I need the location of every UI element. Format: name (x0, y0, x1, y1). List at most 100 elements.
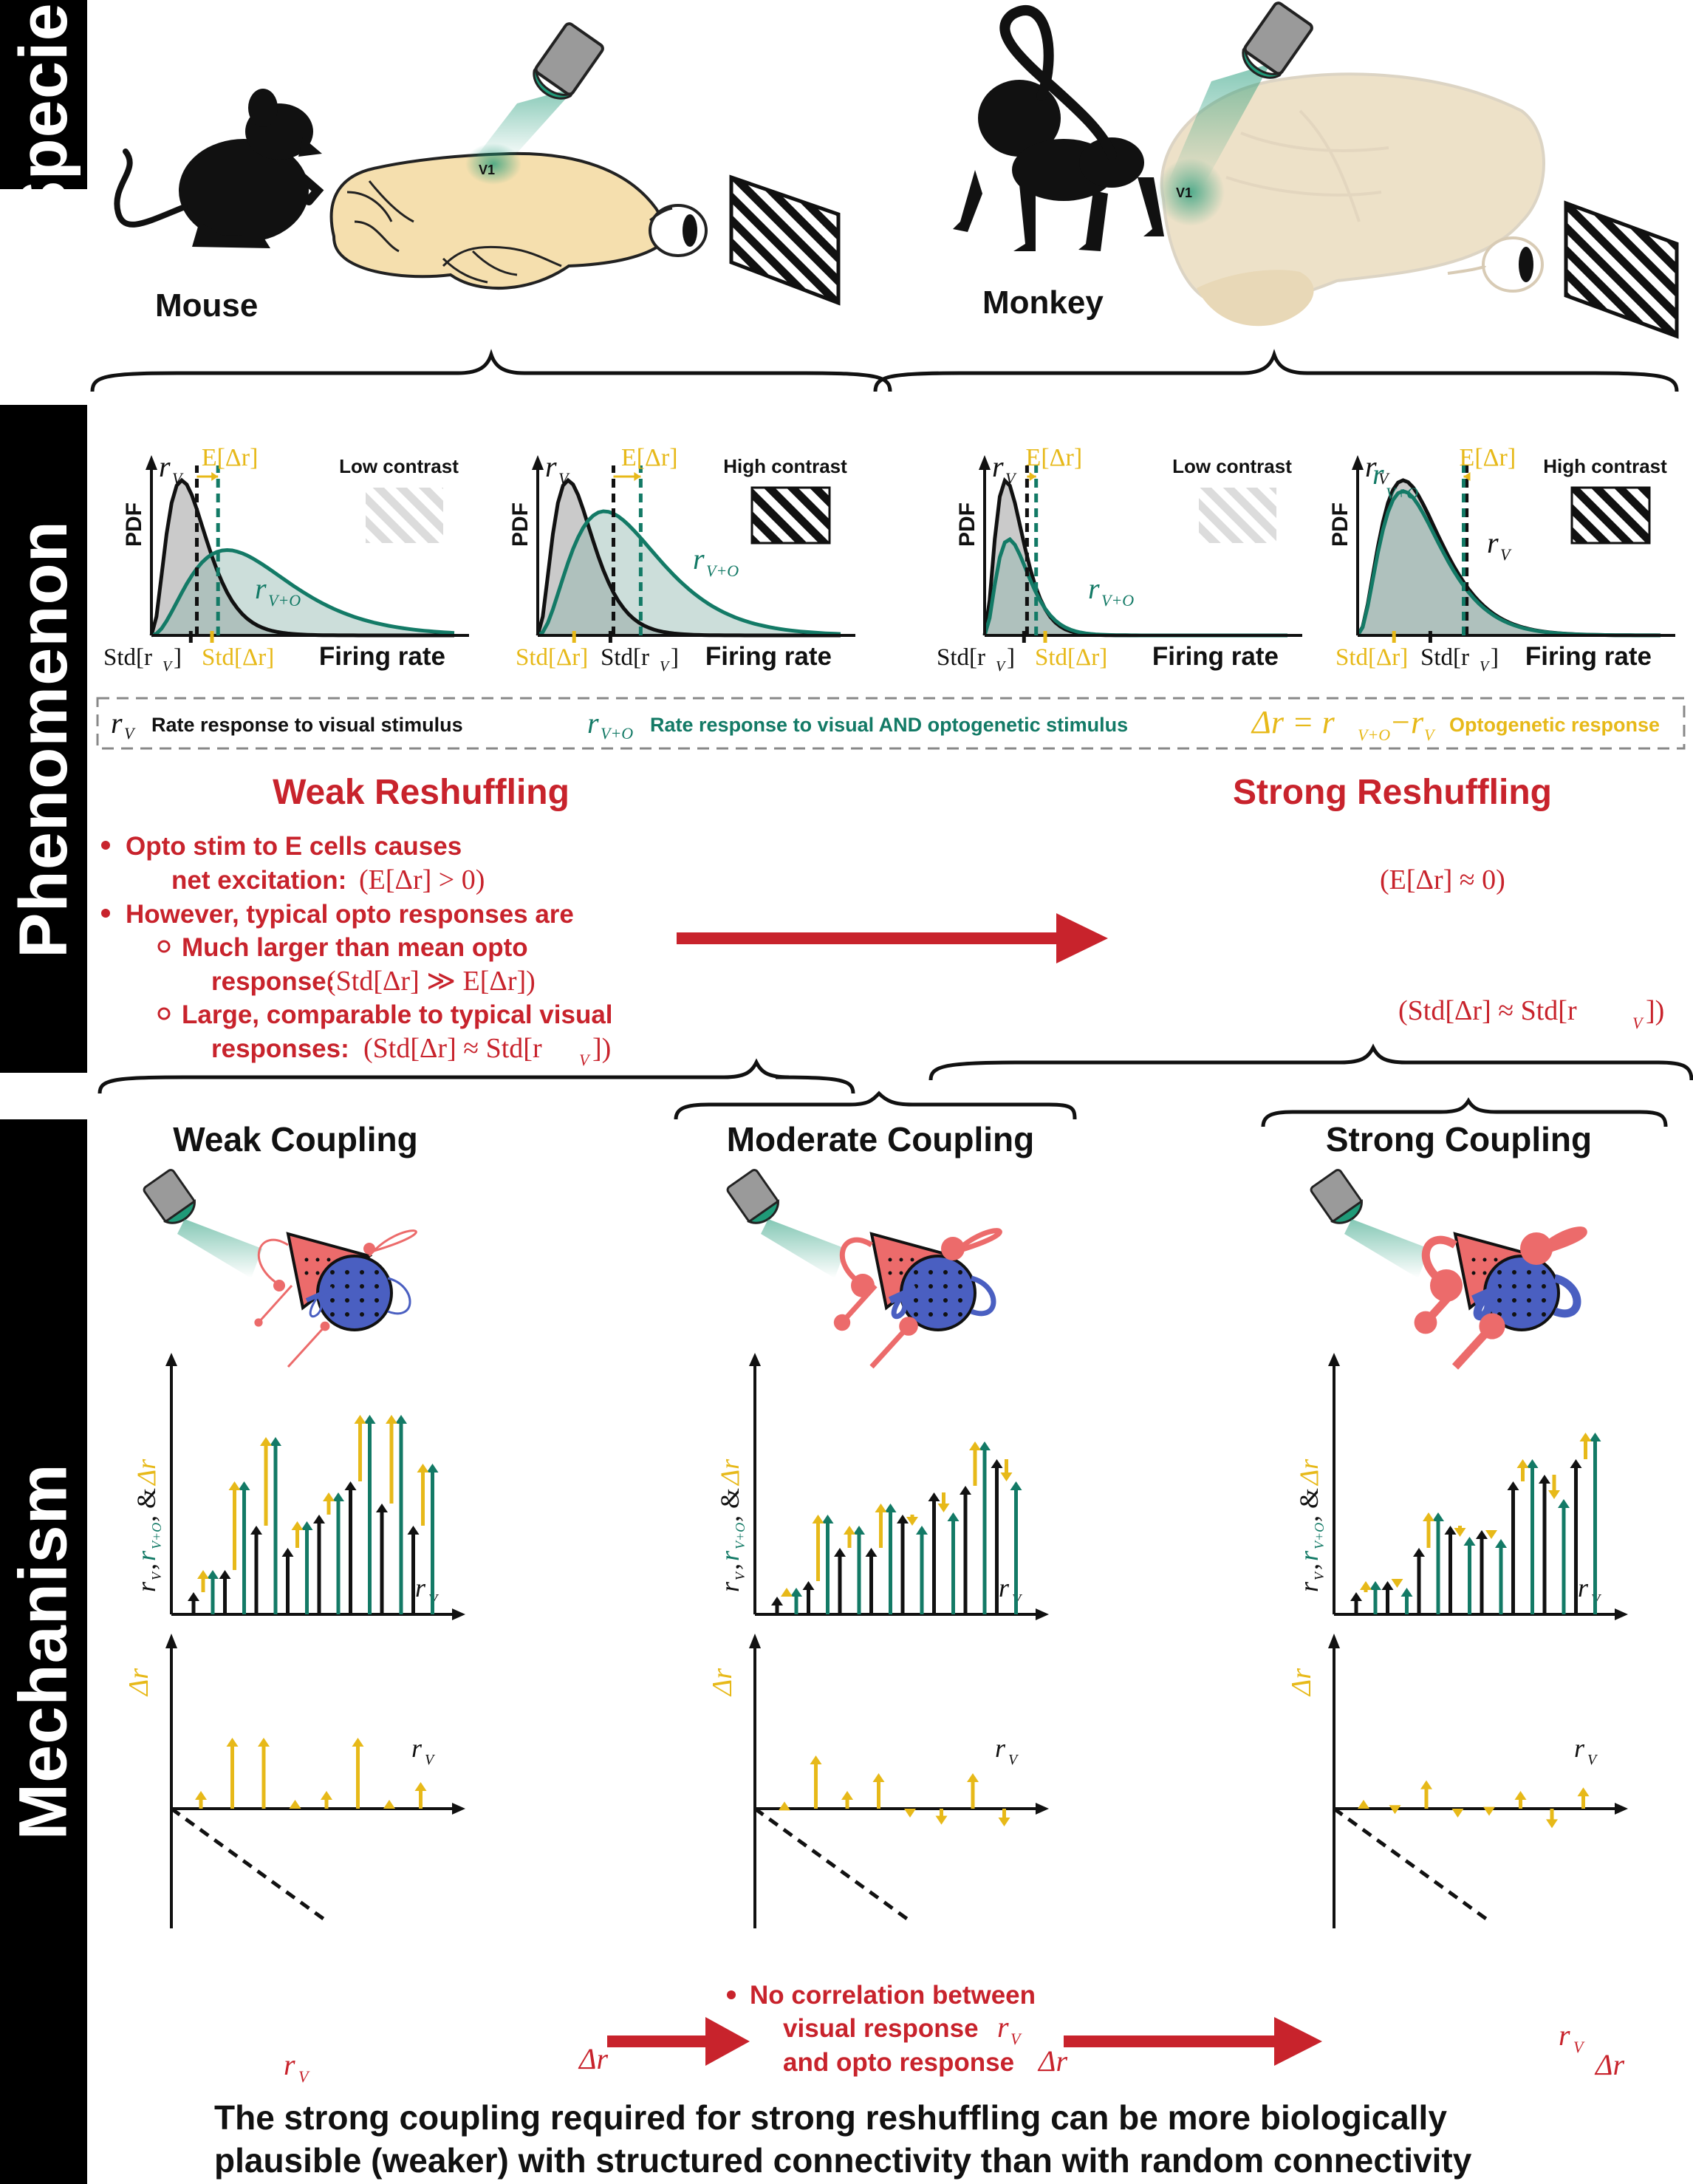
mean-shift-arrowhead (1029, 472, 1036, 481)
ylabel-dr: Δr (1294, 1458, 1324, 1487)
pdf-ylabel: PDF (955, 502, 979, 547)
rvo-arrow-head (363, 1415, 376, 1424)
dr-arrow-top-head (323, 1492, 335, 1501)
rvo-sub: V+O (706, 562, 739, 580)
ylabel-rvo: r (131, 1550, 161, 1561)
svg-text:V: V (1010, 2030, 1022, 2048)
top-ylabel: rV,rV+O, &Δr (715, 1458, 748, 1592)
dr-arrow-top-head (386, 1415, 397, 1424)
legend-rv-text: Rate response to visual stimulus (151, 714, 463, 736)
rvo-arrow-head (1463, 1537, 1476, 1546)
monkey-light-beam (1167, 1, 1313, 185)
legend-dr-sub-vo: V+O (1358, 726, 1390, 744)
ylabel-rvo-sub: V+O (149, 1523, 164, 1549)
mean-dr-label: E[Δr] (1026, 444, 1083, 471)
std-rv-label: Std[r (937, 644, 985, 671)
ylabel-rv: r (1294, 1581, 1324, 1592)
rvo-arrow-head (1526, 1459, 1539, 1468)
neuron-dot (914, 1312, 918, 1317)
dr-arrow-top-head (1516, 1459, 1529, 1468)
mouse-silhouette (114, 89, 324, 248)
contrast-grating (1570, 486, 1651, 545)
excitatory-synapse (941, 1237, 965, 1260)
std-dr-label: Std[Δr] (1035, 644, 1107, 671)
std-rv-close: ] (1007, 644, 1015, 671)
rv-label: r (159, 450, 171, 483)
std-rv-close: ] (1491, 644, 1499, 671)
e-to-i-connection (951, 1228, 1002, 1258)
svg-text:Opto stim to E cells causes: Opto stim to E cells causes (126, 832, 462, 861)
i-to-e-connection (309, 1296, 323, 1318)
dr-arrow-top-head (260, 1437, 272, 1446)
e-self-loop (840, 1237, 873, 1288)
rvo-fill (985, 539, 1287, 635)
rv-arrow-head (1413, 1548, 1425, 1557)
rv-arrow-head (991, 1459, 1003, 1468)
contrast-grating (750, 486, 831, 545)
phenomenon-brace-right (928, 1043, 1693, 1081)
section-label-mechanism: Mechanism (0, 1119, 87, 2184)
svg-text:(Std[Δr] ≫ E[Δr]): (Std[Δr] ≫ E[Δr]) (326, 966, 536, 997)
neuron-dot (943, 1298, 948, 1303)
top-xlabel: r (415, 1573, 426, 1603)
rvo-arrow-head (270, 1437, 281, 1446)
phenomenon-brace-left (98, 1058, 855, 1094)
bottom-ylabel: Δr (123, 1668, 154, 1697)
ylabel-comma: , (715, 1563, 745, 1570)
rv-sub: V (1005, 469, 1017, 488)
opto-fiber-icon (1310, 1169, 1363, 1224)
svg-text:response:: response: (211, 967, 335, 996)
neuron-dot (1482, 1271, 1487, 1275)
rvo-label: r (255, 572, 267, 605)
mechanism-arrow-right (1064, 2017, 1322, 2066)
top-x-arrowhead (1036, 1608, 1049, 1620)
neuron-dot (1497, 1270, 1502, 1274)
svg-text:and opto response: and opto response (783, 2048, 1014, 2077)
mechanism-arrow-left (607, 2017, 750, 2066)
top-ylabel: rV,rV+O, &Δr (1294, 1458, 1327, 1592)
neuron-dot (360, 1312, 364, 1317)
contrast-grating (366, 488, 443, 543)
neuron-dot (1527, 1298, 1531, 1303)
strong-brace (1261, 1097, 1668, 1127)
pdf-ylabel: PDF (122, 502, 146, 547)
input-terminal (833, 1314, 851, 1331)
dr-arrow-head (1389, 1805, 1401, 1815)
neuron-dot (943, 1312, 948, 1317)
pdf-y-arrowhead (979, 455, 991, 470)
ylabel-rv-sub: V (733, 1571, 748, 1580)
legend-rvo-symbol: r (587, 706, 599, 740)
neuron-dot (1497, 1298, 1502, 1303)
top-x-arrowhead (1615, 1608, 1628, 1620)
bottom-x-arrowhead (1036, 1803, 1049, 1815)
pdf-xlabel: Firing rate (705, 642, 832, 671)
dr-arrow-head (226, 1738, 239, 1747)
e-to-i-connection (368, 1229, 417, 1257)
rv-sub: V (1378, 469, 1390, 488)
svg-text:Large, comparable to typical v: Large, comparable to typical visual (182, 1000, 613, 1029)
rvo-sub: V+O (1101, 591, 1134, 610)
neuron-dot (928, 1284, 933, 1289)
output-terminal (1479, 1313, 1505, 1340)
dr-arrow-head (904, 1809, 916, 1818)
rvo-curve (536, 509, 841, 638)
weak-rv-label: r (284, 2048, 295, 2081)
ylabel-rvo: r (715, 1550, 745, 1561)
opto-beam (761, 1219, 846, 1278)
legend-dr-equation: Δr = r (1251, 704, 1335, 740)
rv-sub: V (558, 469, 570, 488)
rvo-arrow-head (979, 1441, 991, 1450)
pdf-xlabel: Firing rate (1152, 642, 1279, 671)
dr-arrow-top-head (1579, 1433, 1592, 1441)
fiber-tip (163, 1199, 196, 1224)
inhibitory-neuron (316, 1255, 393, 1331)
ylabel-comma: , (131, 1563, 161, 1570)
monkey-brace (873, 349, 1679, 392)
rv-sub: V (172, 469, 184, 488)
std-rv-close: ] (671, 644, 679, 671)
rv-arrow-head (344, 1481, 357, 1490)
bottom-xlabel: r (411, 1733, 423, 1763)
